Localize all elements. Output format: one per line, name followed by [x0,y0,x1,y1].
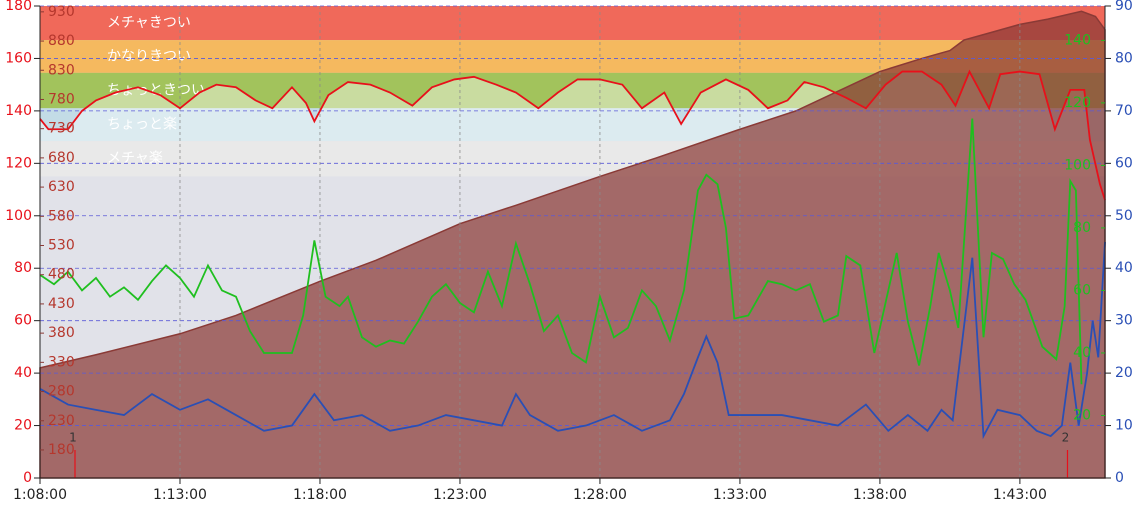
y4-tick-label: 180 [48,442,75,458]
y4-tick-label: 780 [48,91,75,107]
x-tick-label: 1:33:00 [713,487,767,503]
x-tick-label: 1:23:00 [433,487,487,503]
y-tick-label: 140 [5,103,32,119]
y-tick-label: 100 [5,208,32,224]
y4-tick-label: 880 [48,33,75,49]
y3-tick-label: 140 [1064,32,1091,48]
y4-tick-label: 430 [48,296,75,312]
y-tick-label: 0 [23,470,32,486]
y4-tick-label: 480 [48,267,75,283]
y-tick-label: 120 [5,155,32,171]
zone-label: メチャ楽 [107,151,163,167]
x-tick-label: 1:28:00 [573,487,627,503]
y2-tick-label: 40 [1115,260,1133,276]
y4-tick-label: 330 [48,354,75,370]
y4-tick-label: 380 [48,325,75,341]
zone-label: メチャきつい [107,15,191,31]
x-tick-label: 1:13:00 [153,487,207,503]
y-tick-label: 60 [14,313,32,329]
y-tick-label: 80 [14,260,32,276]
y3-tick-label: 100 [1064,157,1091,173]
y3-tick-label: 40 [1073,345,1091,361]
area-series [39,10,1106,479]
y4-tick-label: 830 [48,62,75,78]
y4-tick-label: 630 [48,179,75,195]
line-series [39,118,1083,385]
zone-label: ちょっときつい [107,83,205,99]
y3-tick-label: 120 [1064,95,1091,111]
y2-tick-label: 70 [1115,103,1133,119]
y2-tick-label: 90 [1115,0,1133,14]
y2-tick-label: 80 [1115,50,1133,66]
y-tick-label: 20 [14,418,32,434]
y4-tick-label: 730 [48,121,75,137]
y4-tick-label: 230 [48,413,75,429]
y4-tick-label: 680 [48,150,75,166]
zone-band [40,6,1105,41]
zone-label: ちょっと楽 [107,117,177,133]
y3-tick-label: 20 [1073,407,1091,423]
y2-tick-label: 50 [1115,208,1133,224]
y3-tick-label: 80 [1073,220,1091,236]
y4-tick-label: 930 [48,4,75,20]
x-tick-label: 1:08:00 [13,487,67,503]
y2-tick-label: 60 [1115,155,1133,171]
y2-tick-label: 20 [1115,365,1133,381]
x-tick-label: 1:38:00 [853,487,907,503]
x-tick-label: 1:18:00 [293,487,347,503]
y4-tick-label: 580 [48,208,75,224]
y-tick-label: 180 [5,0,32,14]
lap-label: 1 [69,431,77,445]
y-tick-label: 160 [5,50,32,66]
line-series [39,69,1106,201]
y2-tick-label: 30 [1115,313,1133,329]
x-tick-label: 1:43:00 [993,487,1047,503]
zone-label: かなりきつい [107,48,191,64]
lap-label: 2 [1062,431,1070,445]
y4-tick-label: 280 [48,384,75,400]
y2-tick-label: 10 [1115,418,1133,434]
y2-tick-label: 0 [1115,470,1124,486]
y3-tick-label: 60 [1073,282,1091,298]
y4-tick-label: 530 [48,238,75,254]
y-tick-label: 40 [14,365,32,381]
line-series [39,241,1106,440]
